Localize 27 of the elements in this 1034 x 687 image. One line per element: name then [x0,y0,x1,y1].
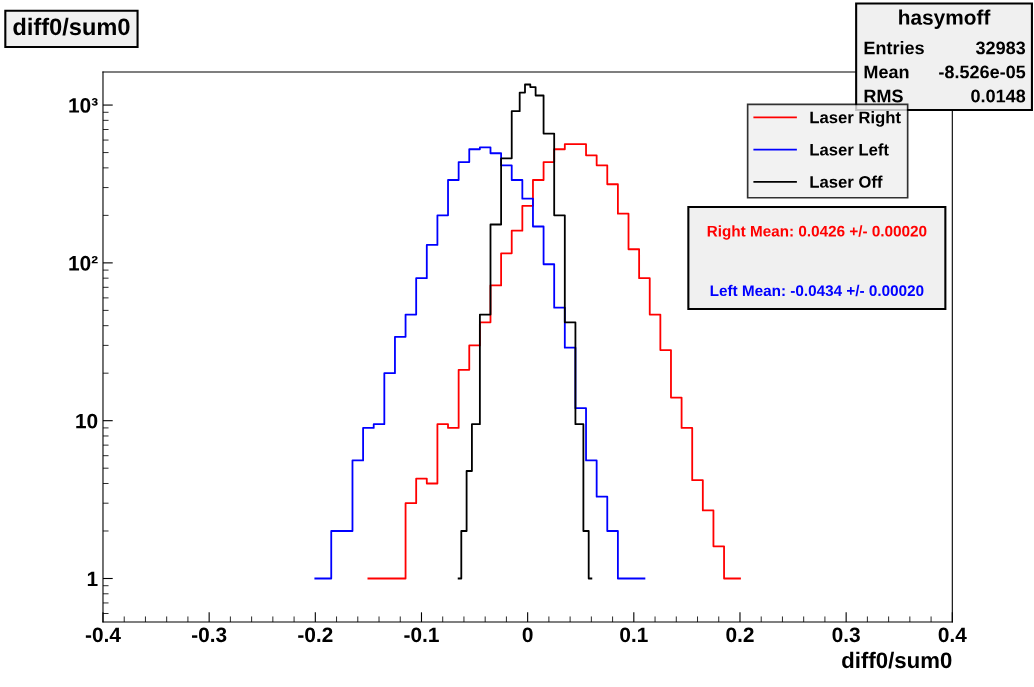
x-tick-label: 0.2 [726,627,754,643]
legend-label: Laser Left [810,143,889,156]
annotation: -8.526e-05 [939,65,1026,79]
x-tick-label: -0.4 [85,627,121,643]
x-axis-title: diff0/sum0 [842,651,952,669]
text: Entries [864,41,924,55]
text: 32983 [975,41,1026,55]
y-tick-label: 1 [87,571,98,587]
legend-label: Laser Off [810,175,883,188]
x-tick-label: 0.4 [938,627,967,643]
y-tick-label: 10 [76,413,98,429]
annotation: Mean [864,65,909,79]
annotation: Left Mean: -0.0434 +/- 0.00020 [710,284,924,297]
legend-label: Laser Right [810,111,901,127]
x-tick-label: 0.3 [832,627,860,643]
annotation: Right Mean: 0.0426 +/- 0.00020 [707,225,927,240]
annotation: RMS [864,89,903,103]
x-tick-label: -0.3 [192,627,227,643]
x-tick-label: 0 [522,627,533,643]
y-tick-label: 10³ [69,98,98,113]
y-tick-label: 10² [69,255,98,271]
chart-title: diff0/sum0 [13,17,130,36]
x-tick-label: -0.1 [404,627,439,643]
text: hasymoff [899,9,991,29]
x-tick-label: 0.1 [620,627,648,643]
text: 0.0148 [971,89,1026,103]
x-tick-label: -0.2 [298,627,333,643]
